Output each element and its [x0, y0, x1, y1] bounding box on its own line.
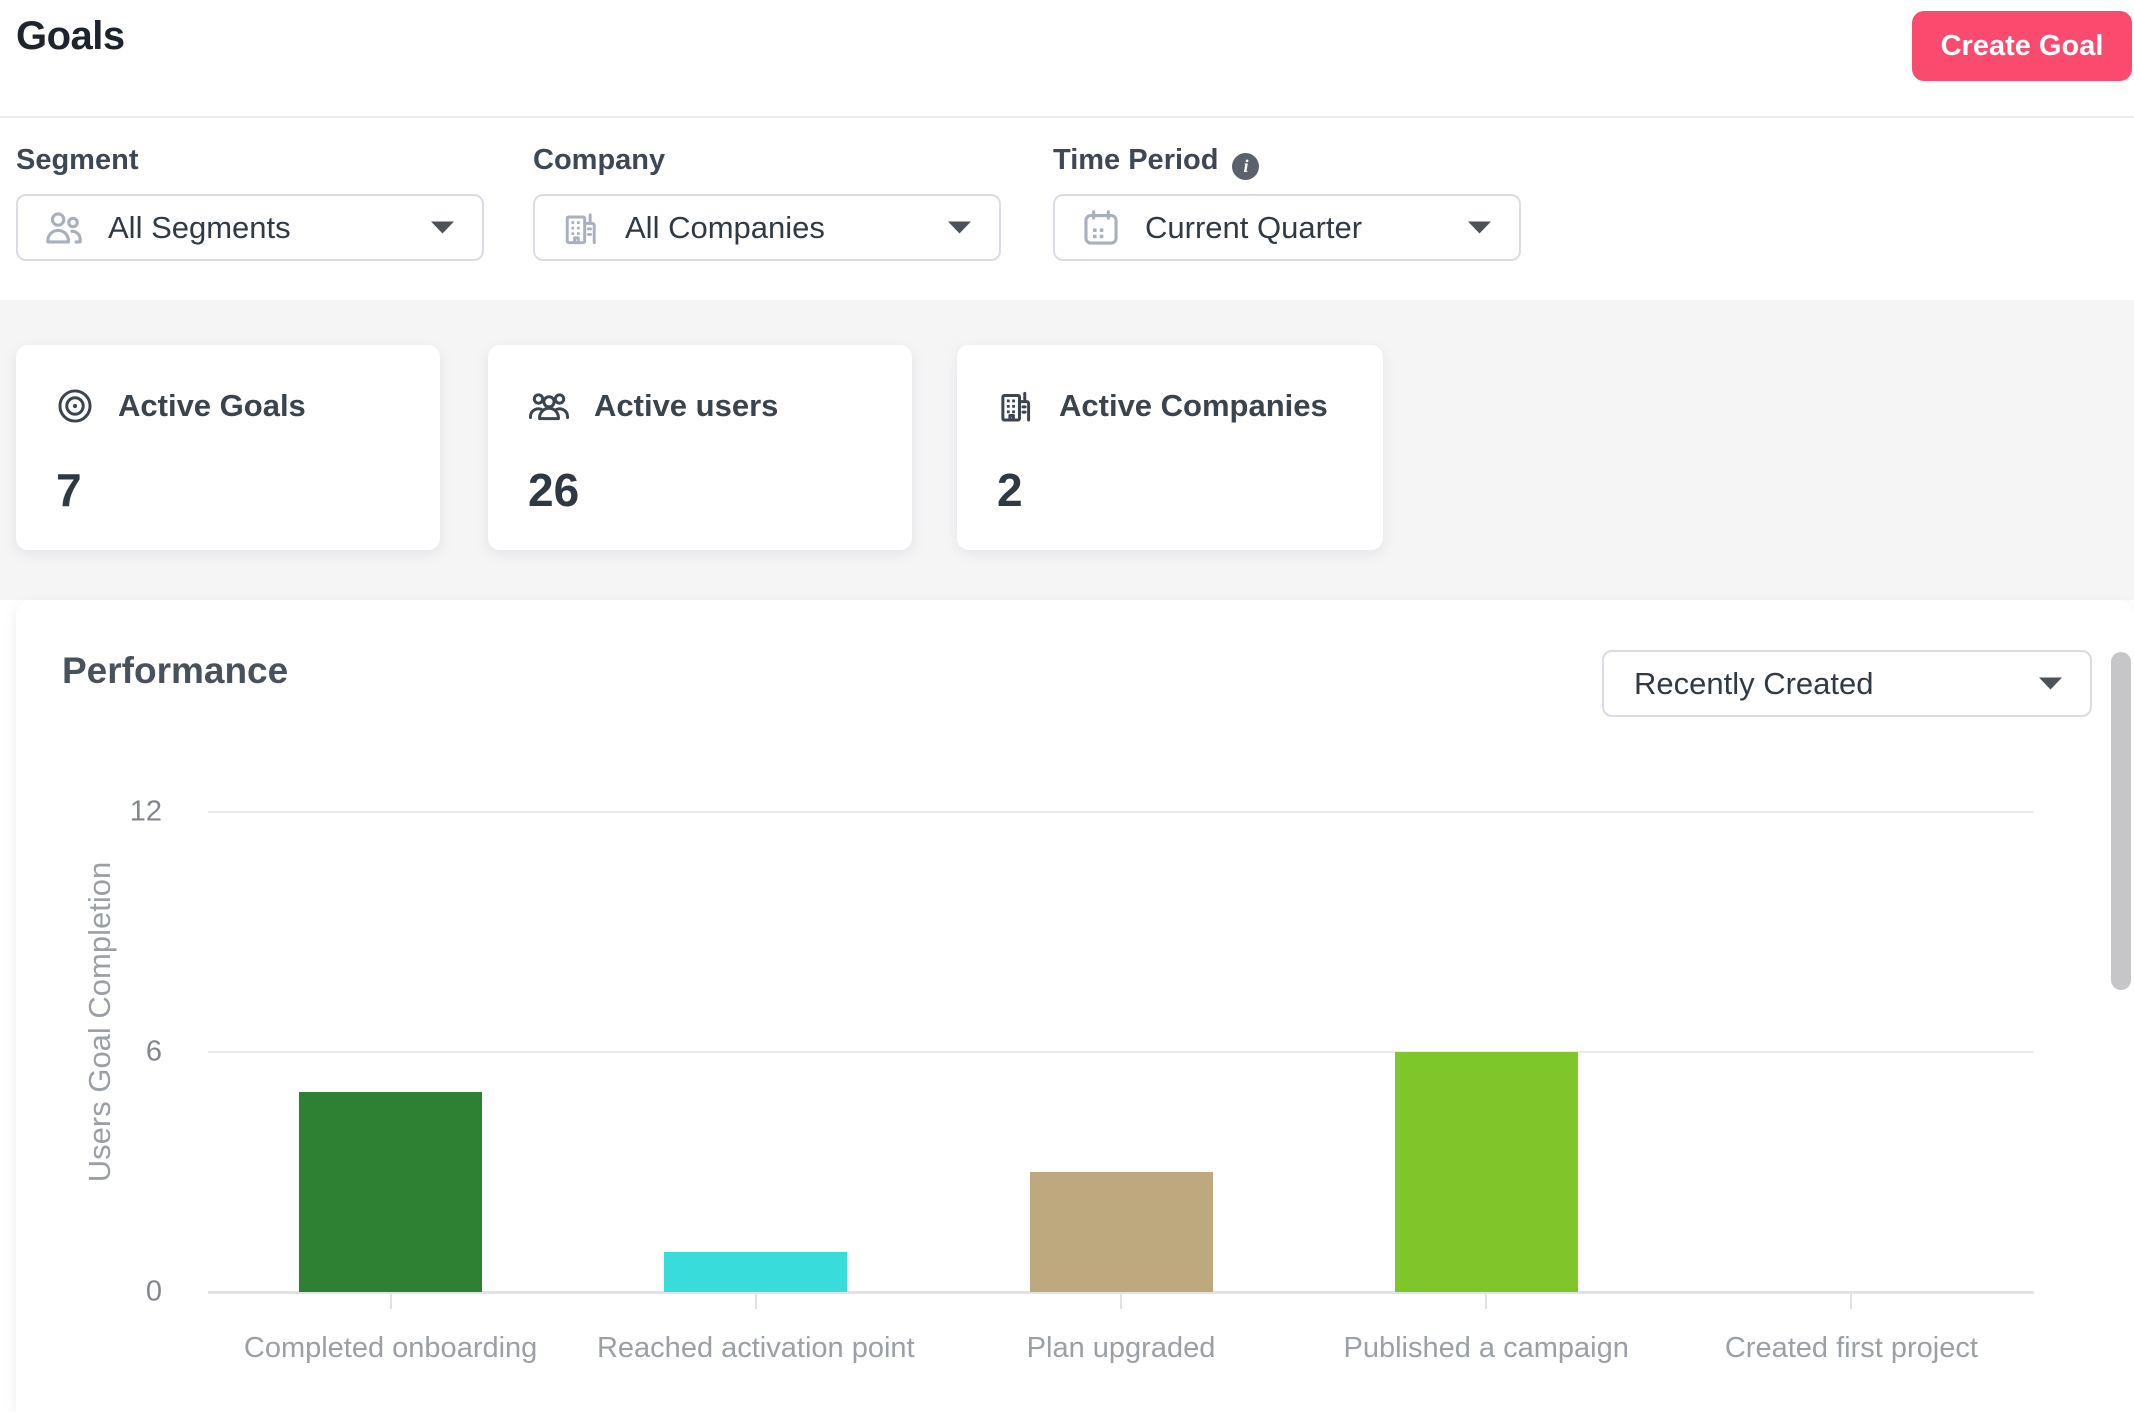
y-axis-tick-label: 0 [52, 1276, 162, 1309]
stat-value: 2 [997, 463, 1023, 517]
users-group-icon [526, 385, 572, 427]
chart-bar-1[interactable] [299, 1092, 482, 1292]
target-icon [54, 385, 96, 427]
goals-page: Goals Create Goal Segment All Segments C… [0, 0, 2134, 1412]
x-axis-tick [1485, 1294, 1487, 1309]
time-period-select-value: Current Quarter [1145, 210, 1362, 246]
stat-label: Active Companies [1059, 388, 1328, 424]
time-period-select[interactable]: Current Quarter [1053, 194, 1521, 261]
active-goals-card: Active Goals 7 [16, 345, 440, 550]
x-axis-label: Plan upgraded [911, 1332, 1331, 1365]
time-period-filter-label: Time Periodi [1053, 144, 1259, 180]
chevron-down-icon [1468, 221, 1491, 234]
y-axis-title: Users Goal Completion [82, 862, 118, 1182]
gridline-y12 [208, 811, 2034, 813]
x-axis-tick [755, 1294, 757, 1309]
x-axis-label: Published a campaign [1276, 1332, 1696, 1365]
x-axis-label: Completed onboarding [181, 1332, 601, 1365]
building-icon [995, 385, 1037, 427]
x-axis-tick [1120, 1294, 1122, 1309]
chart-bar-4[interactable] [1395, 1052, 1578, 1292]
segment-select[interactable]: All Segments [16, 194, 484, 261]
company-select[interactable]: All Companies [533, 194, 1001, 261]
x-axis-label: Reached activation point [546, 1332, 966, 1365]
chart-bar-2[interactable] [664, 1252, 847, 1292]
vertical-scrollbar[interactable] [2111, 652, 2131, 990]
page-header: Goals Create Goal [0, 0, 2134, 118]
performance-card: Performance Recently Created 0612Users G… [16, 600, 2134, 1412]
gridline-y6 [208, 1051, 2034, 1053]
chevron-down-icon [948, 221, 971, 234]
chart-bar-3[interactable] [1030, 1172, 1213, 1292]
stat-value: 26 [528, 463, 579, 517]
company-select-value: All Companies [625, 210, 825, 246]
page-title: Goals [16, 14, 125, 59]
chevron-down-icon [431, 221, 454, 234]
segment-select-value: All Segments [108, 210, 291, 246]
stat-label: Active Goals [118, 388, 306, 424]
bar-chart: 0612Users Goal CompletionCompleted onboa… [16, 600, 2134, 1412]
x-axis-tick [1850, 1294, 1852, 1309]
stat-value: 7 [56, 463, 82, 517]
stat-label: Active users [594, 388, 778, 424]
x-axis-label: Created first project [1641, 1332, 2061, 1365]
create-goal-button[interactable]: Create Goal [1912, 11, 2132, 81]
x-axis-tick [390, 1294, 392, 1309]
segment-filter-label: Segment [16, 144, 138, 177]
stats-section: Active Goals 7 Active users 26 [0, 300, 2134, 600]
info-icon[interactable]: i [1232, 153, 1259, 180]
building-icon [559, 206, 603, 250]
active-users-card: Active users 26 [488, 345, 912, 550]
users-icon [42, 206, 86, 250]
calendar-icon [1079, 206, 1123, 250]
y-axis-tick-label: 12 [52, 796, 162, 829]
company-filter-label: Company [533, 144, 665, 177]
filters-bar: Segment All Segments Company [0, 118, 2134, 300]
active-companies-card: Active Companies 2 [957, 345, 1383, 550]
